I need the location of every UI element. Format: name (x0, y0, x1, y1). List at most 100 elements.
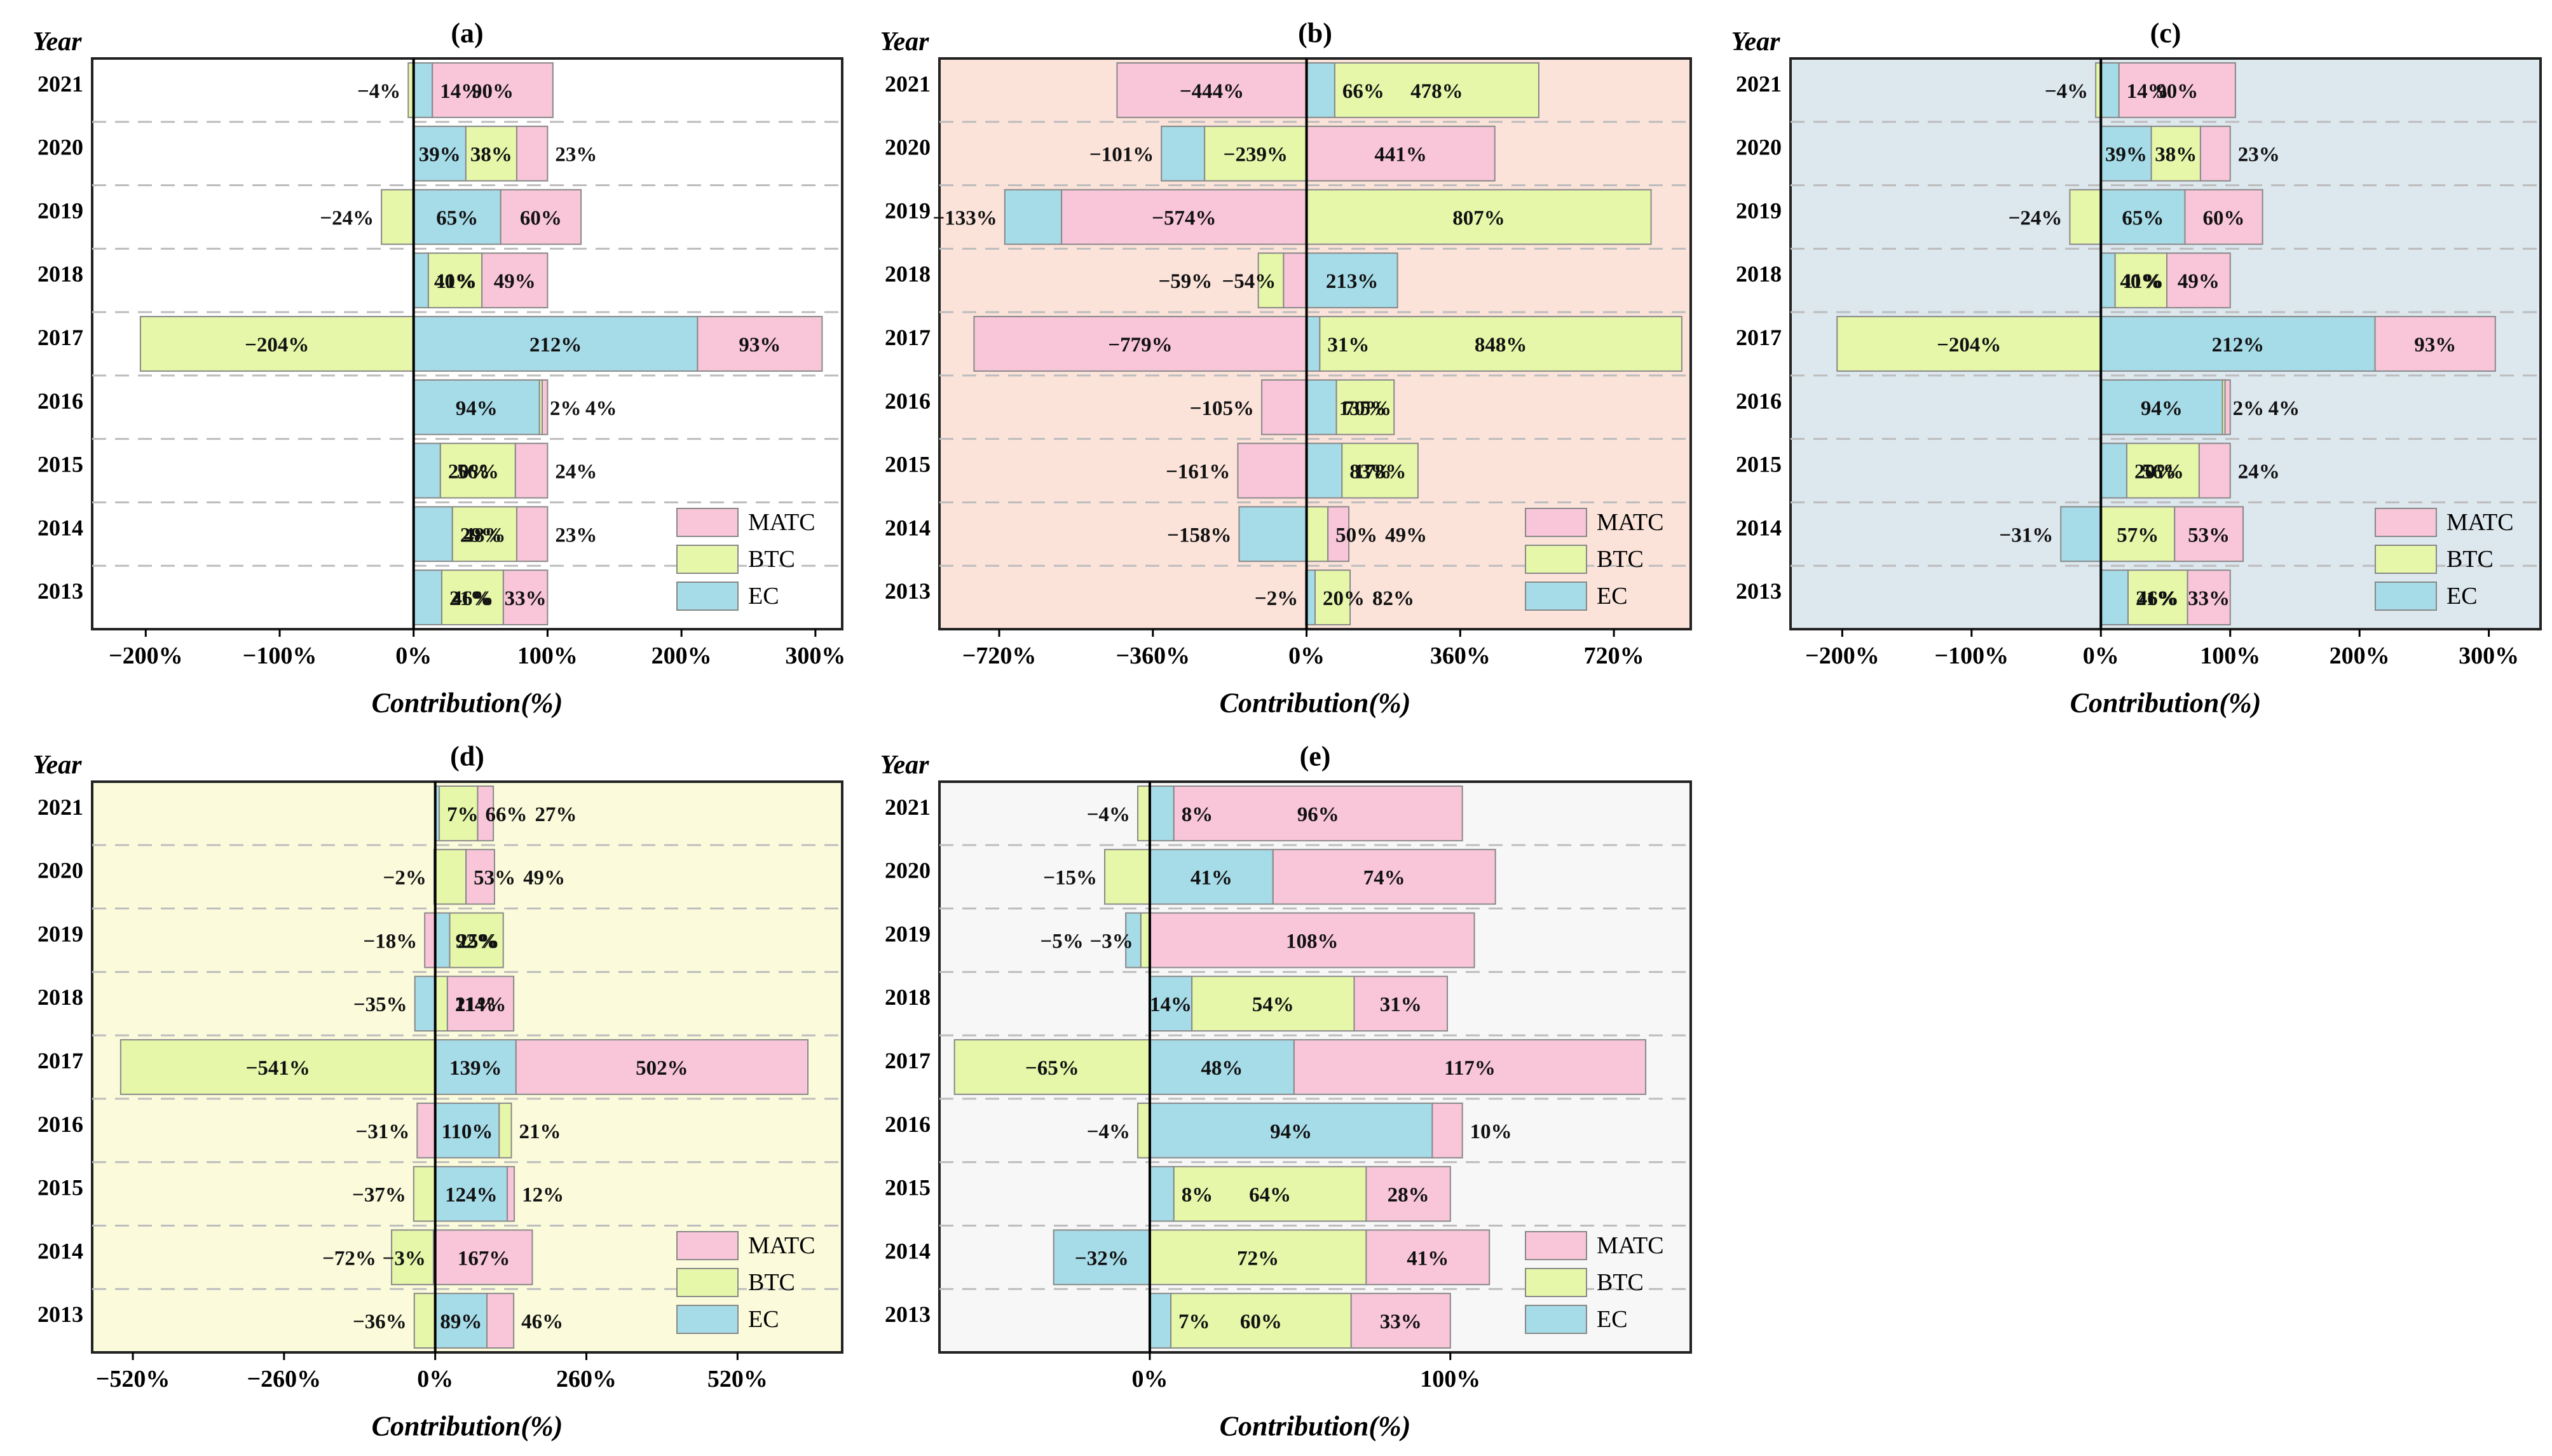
year-label: 2021 (885, 794, 931, 820)
bar-matc (2118, 62, 2236, 118)
data-label: 49% (494, 270, 536, 293)
data-label: 65% (2122, 207, 2164, 229)
x-tick-label: 0% (417, 1366, 453, 1392)
bar-ec (1306, 316, 1321, 372)
bar-matc (500, 189, 582, 245)
year-label: 2014 (885, 1238, 931, 1263)
data-label: −5% (1040, 930, 1083, 953)
data-label: 94% (456, 397, 498, 420)
legend-label-matc: MATC (1597, 509, 1664, 536)
legend-label-ec: EC (1597, 1306, 1628, 1333)
y-axis-title: Year (1731, 27, 1781, 57)
year-label: 2017 (1736, 325, 1782, 350)
year-label: 2018 (885, 984, 931, 1010)
bar-matc (2184, 189, 2263, 245)
x-tick-label: 0% (1131, 1366, 1168, 1392)
data-label: −158% (1167, 524, 1231, 547)
data-label: 14% (440, 80, 482, 103)
data-label: 21% (449, 587, 491, 610)
data-label: 24% (2238, 461, 2280, 484)
year-label: 2019 (38, 921, 83, 946)
data-label: 56% (2142, 461, 2184, 484)
bar-matc (434, 1229, 533, 1286)
panel-title: (c) (2150, 18, 2181, 49)
bar-btc (427, 252, 483, 309)
bar-btc (2150, 125, 2201, 182)
bar-ec (1053, 1229, 1150, 1286)
data-label: −133% (932, 207, 997, 229)
year-label: 2019 (885, 198, 931, 223)
x-tick-label: −100% (243, 643, 317, 669)
data-label: 12% (522, 1184, 564, 1207)
bar-btc (465, 125, 517, 182)
legend-swatch-matc (676, 508, 739, 537)
x-tick-label: −260% (247, 1366, 322, 1392)
bar-matc (1327, 506, 1350, 562)
data-label: 807% (1452, 207, 1505, 229)
legend-swatch-ec (676, 1305, 739, 1334)
x-tick-label: −100% (1934, 643, 2009, 669)
year-label: 2018 (38, 984, 83, 1010)
data-label: 83% (1349, 461, 1391, 484)
data-label: −161% (1166, 461, 1230, 484)
data-label: −4% (1087, 803, 1130, 826)
data-label: 20% (1323, 587, 1365, 610)
data-label: 94% (1270, 1120, 1312, 1143)
data-label: 54% (1252, 993, 1294, 1016)
bar-matc (1061, 189, 1307, 245)
bar-btc (1836, 316, 2102, 372)
data-label: 33% (2188, 587, 2230, 610)
data-label: −65% (1025, 1057, 1079, 1080)
data-label: 33% (1380, 1310, 1422, 1333)
year-label: 2019 (38, 198, 83, 223)
data-label: 110% (442, 1120, 493, 1143)
data-label: 124% (445, 1184, 498, 1207)
year-label: 2019 (885, 921, 931, 946)
bar-ec (2100, 252, 2116, 309)
data-label: 94% (2141, 397, 2183, 420)
year-label: 2013 (885, 578, 931, 604)
bar-ec (413, 379, 540, 435)
panel-b: (b) Year −444% 66% 478% 2021 −239% −101% 441% 202… (880, 18, 1692, 719)
legend-label-btc: BTC (1597, 546, 1644, 573)
data-label: −3% (1089, 930, 1133, 953)
year-label: 2020 (1736, 135, 1782, 160)
year-label: 2021 (38, 71, 83, 97)
bar-btc (439, 785, 479, 841)
bar-ec (1149, 1293, 1172, 1349)
data-label: −54% (1222, 270, 1276, 293)
bar-matc (465, 848, 495, 905)
legend-swatch-ec (2375, 582, 2437, 611)
bar-btc (449, 912, 504, 969)
bar-matc (486, 1293, 515, 1349)
bar-matc (432, 62, 554, 118)
year-label: 2020 (885, 135, 931, 160)
bar-btc (1104, 848, 1150, 905)
data-label: 2% (2233, 397, 2265, 420)
legend-label-ec: EC (748, 1306, 779, 1333)
bar-ec (2100, 189, 2186, 245)
bar-btc (119, 1039, 436, 1095)
data-label: 14% (2127, 80, 2169, 103)
bar-matc (2199, 125, 2231, 182)
data-label: 14% (1150, 993, 1192, 1016)
x-tick-label: 200% (652, 643, 712, 669)
bar-btc (1306, 506, 1329, 562)
bar-btc (1334, 62, 1539, 118)
data-label: 135% (1339, 397, 1392, 420)
data-label: 502% (636, 1057, 688, 1080)
year-label: 2017 (885, 325, 931, 350)
data-label: 212% (2212, 334, 2265, 357)
panel-c: (c) Year −4% 14%90% 2021 39% 38% 23% 2020 −24% 65%… (1731, 18, 2542, 719)
x-tick-label: 100% (517, 643, 578, 669)
data-label: 41% (1191, 867, 1232, 890)
bar-btc (2069, 189, 2102, 245)
bar-ec (2100, 316, 2376, 372)
data-label: −574% (1152, 207, 1216, 229)
year-label: 2016 (1736, 388, 1782, 414)
year-label: 2021 (38, 794, 83, 820)
bar-matc (1365, 1166, 1451, 1222)
data-label: 38% (470, 144, 512, 167)
panel-title: (a) (451, 18, 483, 49)
